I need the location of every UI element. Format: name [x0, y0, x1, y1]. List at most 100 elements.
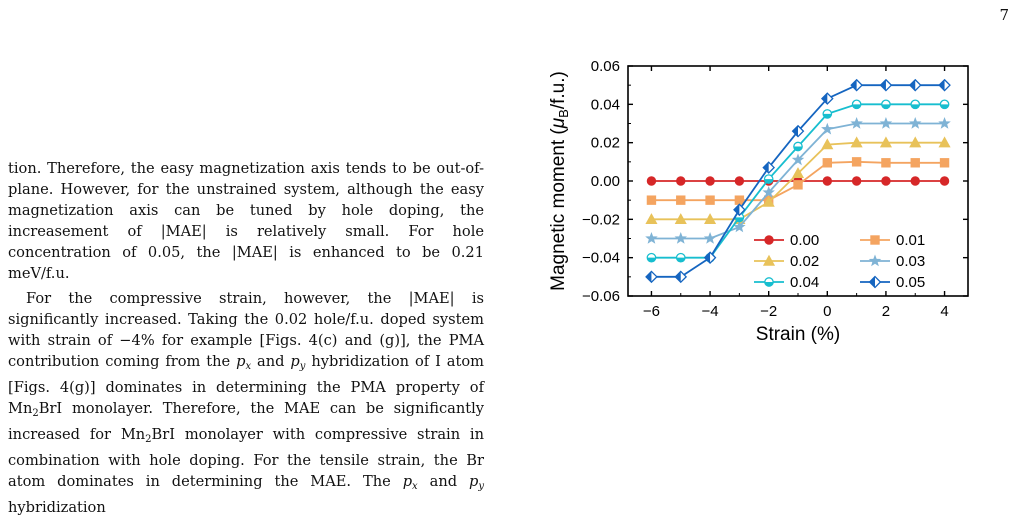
- y-tick-label: −0.04: [582, 250, 620, 267]
- data-point: [791, 124, 805, 138]
- legend-label: 0.05: [896, 274, 925, 291]
- data-point: [939, 158, 950, 168]
- series-0.02: [645, 136, 951, 225]
- data-point: [910, 99, 921, 110]
- data-point: [675, 252, 686, 263]
- legend-marker: [764, 277, 774, 287]
- legend-label: 0.03: [896, 253, 925, 270]
- data-point: [850, 116, 863, 129]
- y-tick-label: 0.06: [591, 58, 620, 75]
- page-number: 7: [999, 6, 1009, 24]
- data-point: [793, 180, 803, 190]
- data-point: [881, 158, 891, 168]
- data-point: [791, 167, 805, 179]
- data-point: [733, 220, 746, 233]
- data-point: [763, 174, 774, 184]
- paragraph-1: tion. Therefore, the easy magnetization …: [8, 160, 484, 282]
- series-0.01: [646, 157, 950, 205]
- data-point: [909, 136, 922, 148]
- text-column: tion. Therefore, the easy magnetization …: [8, 158, 484, 518]
- data-point: [820, 92, 834, 105]
- data-point: [850, 78, 863, 92]
- data-point: [703, 251, 717, 264]
- y-tick-label: 0.02: [591, 135, 620, 152]
- axes-layer: −6 −4 −2 0 2 4 −0.06 −0.04 −0.02 0.00 0.02 0.04 0.06…: [548, 58, 969, 345]
- paragraph-2: For the compressive strain, however, the…: [8, 290, 485, 516]
- data-point: [705, 176, 715, 186]
- legend-entry-0.00: 0.00: [754, 232, 819, 249]
- data-point: [910, 158, 920, 168]
- data-point: [762, 195, 775, 207]
- data-point: [881, 176, 891, 186]
- data-point: [850, 136, 863, 148]
- data-point: [734, 195, 745, 205]
- data-point: [821, 138, 834, 150]
- series-0.03: [645, 116, 951, 244]
- legend-marker: [764, 235, 774, 245]
- y-tick-label: −0.02: [582, 211, 620, 228]
- data-point: [676, 195, 686, 205]
- data-point: [704, 213, 717, 225]
- data-point: [821, 122, 834, 135]
- data-point: [822, 109, 833, 119]
- legend-marker: [868, 275, 882, 289]
- legend-marker: [762, 254, 776, 266]
- data-point: [822, 176, 833, 186]
- data-point: [645, 231, 658, 244]
- data-point: [793, 141, 803, 152]
- y-tick-label: 0.04: [591, 96, 620, 113]
- data-point: [646, 176, 657, 186]
- data-point: [908, 78, 922, 92]
- data-point: [676, 176, 686, 186]
- data-point: [791, 153, 805, 166]
- data-point: [938, 136, 951, 148]
- y-tick-label: −0.06: [582, 288, 620, 305]
- legend-entry-0.05: 0.05: [860, 274, 925, 291]
- legend-label: 0.04: [790, 274, 819, 291]
- legend-entry-0.02: 0.02: [754, 253, 819, 270]
- data-point: [851, 157, 862, 167]
- data-point: [646, 195, 657, 205]
- data-point: [938, 116, 951, 129]
- x-tick-label: −6: [643, 303, 660, 320]
- x-axis-label: Strain (%): [756, 324, 840, 345]
- data-point: [733, 203, 746, 217]
- data-point: [851, 176, 862, 186]
- series-0.05: [645, 78, 951, 284]
- data-point: [939, 99, 950, 110]
- x-tick-label: −4: [702, 303, 719, 320]
- y-tick-label: 0.00: [591, 173, 620, 190]
- legend-entry-0.04: 0.04: [754, 274, 819, 291]
- data-point: [851, 99, 862, 110]
- legend-layer: 0.00 0.01 0.02 0.03 0.04 0.05: [754, 232, 925, 291]
- series-layer: [645, 78, 951, 284]
- data-point: [909, 116, 922, 129]
- data-point: [939, 176, 950, 186]
- data-point: [705, 195, 715, 205]
- legend-label: 0.01: [896, 232, 925, 249]
- legend-marker: [870, 235, 880, 245]
- data-point: [734, 176, 745, 186]
- data-point: [910, 176, 920, 186]
- data-point: [938, 78, 951, 92]
- data-point: [762, 185, 775, 198]
- data-point: [674, 270, 688, 284]
- data-point: [703, 231, 717, 244]
- legend-marker: [868, 254, 882, 267]
- data-point: [879, 78, 893, 92]
- x-tick-label: −2: [760, 303, 777, 320]
- data-point: [762, 161, 776, 174]
- data-point: [645, 213, 658, 225]
- data-point: [879, 136, 892, 148]
- legend-entry-0.03: 0.03: [860, 253, 925, 270]
- x-tick-label: 2: [882, 303, 890, 320]
- x-tick-label: 4: [940, 303, 948, 320]
- data-point: [822, 158, 833, 168]
- data-point: [645, 270, 658, 284]
- magnetic-moment-chart: −6 −4 −2 0 2 4 −0.06 −0.04 −0.02 0.00 0.02 0.04 0.06…: [548, 58, 969, 345]
- data-point: [674, 231, 687, 244]
- data-point: [646, 252, 657, 263]
- legend-label: 0.02: [790, 253, 819, 270]
- x-tick-label: 0: [823, 303, 831, 320]
- data-point: [881, 99, 891, 110]
